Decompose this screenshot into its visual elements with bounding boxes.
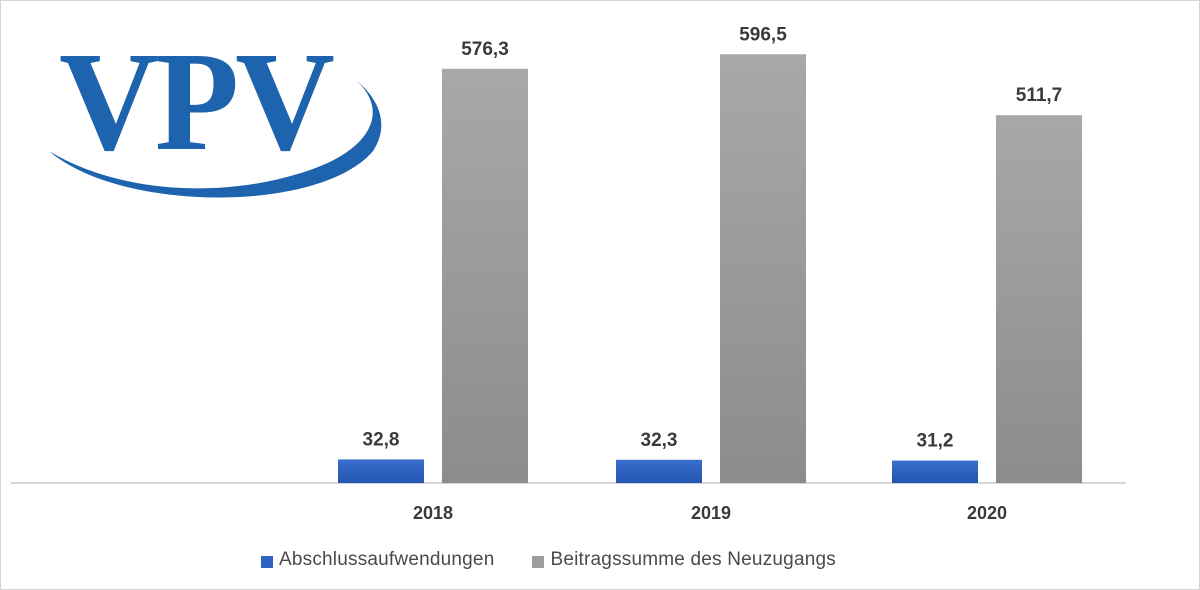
legend-label-abschlussaufwendungen: Abschlussaufwendungen — [279, 549, 495, 570]
legend-label-beitragssumme: Beitragssumme des Neuzugangs — [550, 549, 836, 570]
value-label-beitragssumme-2019: 596,5 — [739, 24, 787, 45]
legend-swatch-gray — [532, 555, 545, 568]
legend-item-abschlussaufwendungen: Abschlussaufwendungen — [261, 549, 494, 571]
legend-item-beitragssumme: Beitragssumme des Neuzugangs — [532, 549, 836, 571]
value-label-beitragssumme-2018: 576,3 — [461, 39, 509, 60]
bar-beitragssumme-2019 — [720, 54, 806, 483]
value-label-abschlussaufwendungen-2018: 32,8 — [363, 429, 400, 450]
x-tick-label-2020: 2020 — [967, 503, 1007, 523]
legend-swatch-blue — [261, 555, 273, 568]
value-labels-group: 32,8 32,3 31,2 576,3 596,5 511,7 — [363, 24, 1063, 451]
bar-abschlussaufwendungen-2018 — [338, 459, 424, 483]
value-label-abschlussaufwendungen-2019: 32,3 — [641, 430, 678, 451]
value-label-beitragssumme-2020: 511,7 — [1016, 85, 1063, 106]
value-label-abschlussaufwendungen-2020: 31,2 — [917, 431, 954, 452]
bar-beitragssumme-2020 — [996, 115, 1082, 483]
bar-abschlussaufwendungen-2020 — [892, 460, 978, 483]
x-tick-label-2019: 2019 — [691, 503, 731, 523]
bars-group — [338, 54, 1082, 484]
x-tick-labels-group: 2018 2019 2020 — [413, 503, 1007, 523]
legend: Abschlussaufwendungen Beitragssumme des … — [261, 549, 874, 571]
vpv-logo: VPV — [49, 22, 382, 198]
bar-beitragssumme-2018 — [442, 68, 528, 484]
vpv-logo-text: VPV — [59, 22, 333, 180]
bar-abschlussaufwendungen-2019 — [616, 459, 702, 483]
x-tick-label-2018: 2018 — [413, 503, 453, 523]
